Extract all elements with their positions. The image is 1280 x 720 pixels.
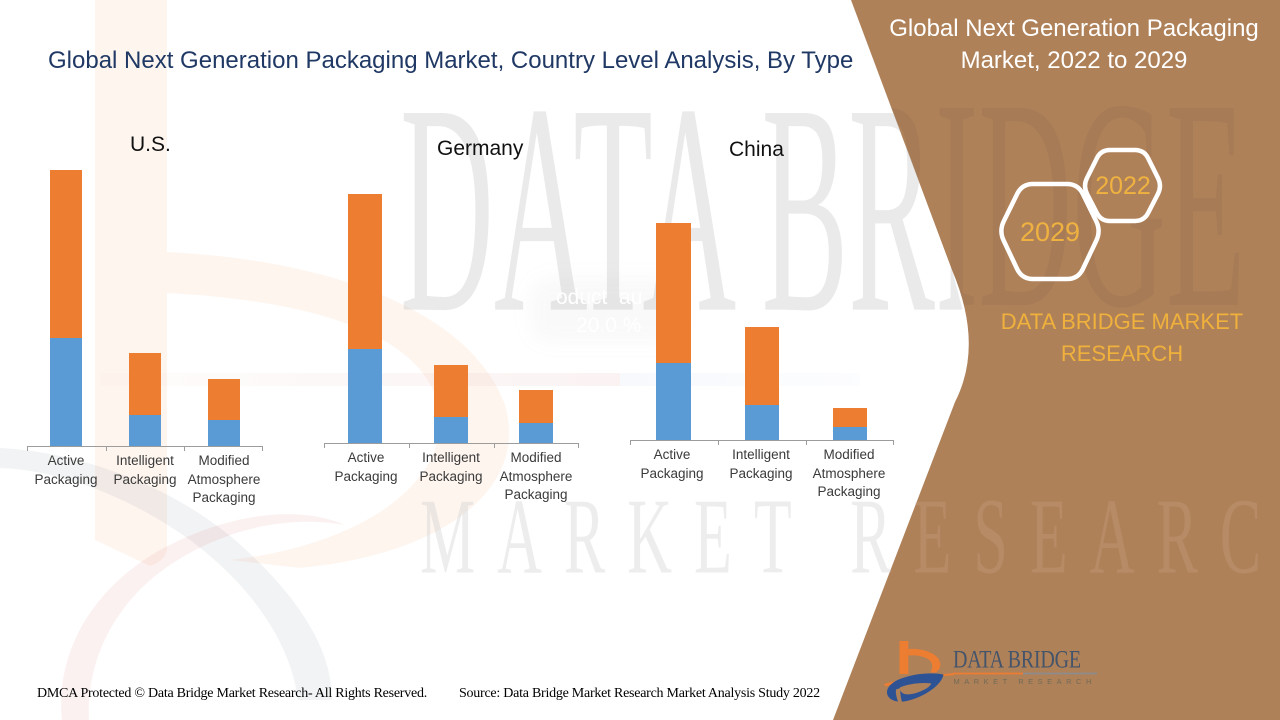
svg-text:MARKET RESEARCH: MARKET RESEARCH: [954, 677, 1096, 686]
svg-text:DATA BRIDGE: DATA BRIDGE: [953, 645, 1081, 673]
